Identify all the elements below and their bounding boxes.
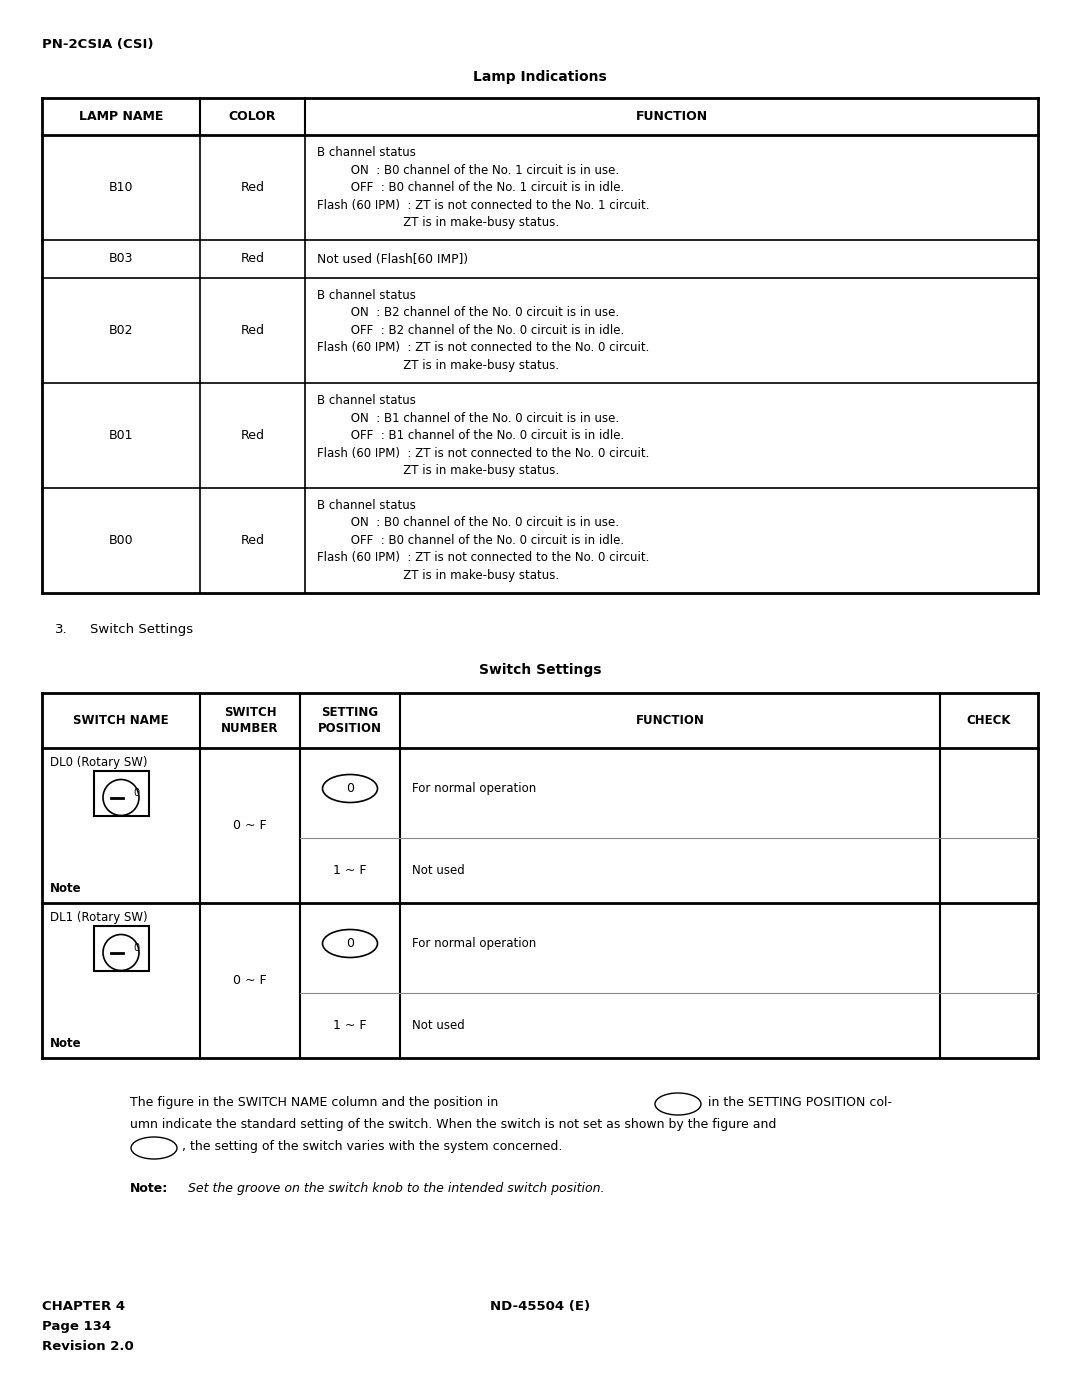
Text: DL0 (Rotary SW): DL0 (Rotary SW) bbox=[50, 756, 148, 768]
Text: The figure in the SWITCH NAME column and the position in: The figure in the SWITCH NAME column and… bbox=[130, 1097, 498, 1109]
Text: B channel status: B channel status bbox=[318, 499, 416, 511]
Text: OFF  : B2 channel of the No. 0 circuit is in idle.: OFF : B2 channel of the No. 0 circuit is… bbox=[318, 324, 624, 337]
Text: DL1 (Rotary SW): DL1 (Rotary SW) bbox=[50, 911, 148, 923]
Text: Lamp Indications: Lamp Indications bbox=[473, 70, 607, 84]
Text: Switch Settings: Switch Settings bbox=[90, 623, 193, 636]
Text: Not used: Not used bbox=[411, 863, 464, 877]
Text: B channel status: B channel status bbox=[318, 394, 416, 407]
Text: ON  : B1 channel of the No. 0 circuit is in use.: ON : B1 channel of the No. 0 circuit is … bbox=[318, 412, 619, 425]
Text: For normal operation: For normal operation bbox=[411, 937, 537, 950]
Text: Flash (60 IPM)  : ZT is not connected to the No. 0 circuit.: Flash (60 IPM) : ZT is not connected to … bbox=[318, 552, 649, 564]
Text: ON  : B2 channel of the No. 0 circuit is in use.: ON : B2 channel of the No. 0 circuit is … bbox=[318, 306, 619, 320]
Text: LAMP NAME: LAMP NAME bbox=[79, 110, 163, 123]
Text: , the setting of the switch varies with the system concerned.: , the setting of the switch varies with … bbox=[183, 1140, 563, 1153]
Text: For normal operation: For normal operation bbox=[411, 782, 537, 795]
Text: ON  : B0 channel of the No. 0 circuit is in use.: ON : B0 channel of the No. 0 circuit is … bbox=[318, 517, 619, 529]
Text: Note: Note bbox=[50, 1037, 82, 1051]
Text: Not used: Not used bbox=[411, 1018, 464, 1032]
Text: OFF  : B0 channel of the No. 0 circuit is in idle.: OFF : B0 channel of the No. 0 circuit is… bbox=[318, 534, 624, 548]
Text: 0 ~ F: 0 ~ F bbox=[233, 819, 267, 833]
Text: ZT is in make-busy status.: ZT is in make-busy status. bbox=[318, 464, 559, 476]
Text: Red: Red bbox=[241, 429, 265, 441]
Text: CHAPTER 4: CHAPTER 4 bbox=[42, 1301, 125, 1313]
Text: OFF  : B1 channel of the No. 0 circuit is in idle.: OFF : B1 channel of the No. 0 circuit is… bbox=[318, 429, 624, 441]
Text: FUNCTION: FUNCTION bbox=[635, 110, 707, 123]
Text: Red: Red bbox=[241, 324, 265, 337]
Text: 0: 0 bbox=[346, 937, 354, 950]
Text: Note:: Note: bbox=[130, 1182, 168, 1194]
Text: Switch Settings: Switch Settings bbox=[478, 664, 602, 678]
Text: Red: Red bbox=[241, 534, 265, 548]
Text: 0: 0 bbox=[346, 782, 354, 795]
Text: in the SETTING POSITION col-: in the SETTING POSITION col- bbox=[708, 1097, 892, 1109]
Text: Flash (60 IPM)  : ZT is not connected to the No. 0 circuit.: Flash (60 IPM) : ZT is not connected to … bbox=[318, 447, 649, 460]
Text: 3.: 3. bbox=[55, 623, 68, 636]
Text: COLOR: COLOR bbox=[229, 110, 276, 123]
Text: Note: Note bbox=[50, 882, 82, 895]
Text: B03: B03 bbox=[109, 253, 133, 265]
Text: Revision 2.0: Revision 2.0 bbox=[42, 1340, 134, 1354]
Text: Flash (60 IPM)  : ZT is not connected to the No. 1 circuit.: Flash (60 IPM) : ZT is not connected to … bbox=[318, 198, 649, 211]
Text: B00: B00 bbox=[109, 534, 133, 548]
Text: B channel status: B channel status bbox=[318, 289, 416, 302]
Text: OFF  : B0 channel of the No. 1 circuit is in idle.: OFF : B0 channel of the No. 1 circuit is… bbox=[318, 182, 624, 194]
Text: 1 ~ F: 1 ~ F bbox=[334, 863, 367, 877]
Text: FUNCTION: FUNCTION bbox=[635, 714, 704, 726]
Text: Not used (Flash[60 IMP]): Not used (Flash[60 IMP]) bbox=[318, 253, 468, 265]
Text: B02: B02 bbox=[109, 324, 133, 337]
Text: 1 ~ F: 1 ~ F bbox=[334, 1018, 367, 1032]
Text: SWITCH
NUMBER: SWITCH NUMBER bbox=[221, 705, 279, 735]
Text: B10: B10 bbox=[109, 182, 133, 194]
Text: 0 ~ F: 0 ~ F bbox=[233, 974, 267, 988]
Text: ON  : B0 channel of the No. 1 circuit is in use.: ON : B0 channel of the No. 1 circuit is … bbox=[318, 163, 619, 176]
Text: B channel status: B channel status bbox=[318, 147, 416, 159]
Text: CHECK: CHECK bbox=[967, 714, 1011, 726]
Text: Red: Red bbox=[241, 182, 265, 194]
Text: PN-2CSIA (CSI): PN-2CSIA (CSI) bbox=[42, 38, 153, 52]
Text: SWITCH NAME: SWITCH NAME bbox=[73, 714, 168, 726]
Bar bbox=[94, 771, 149, 816]
Text: ZT is in make-busy status.: ZT is in make-busy status. bbox=[318, 569, 559, 583]
Text: SETTING
POSITION: SETTING POSITION bbox=[318, 705, 382, 735]
Text: ND-45504 (E): ND-45504 (E) bbox=[490, 1301, 590, 1313]
Text: ZT is in make-busy status.: ZT is in make-busy status. bbox=[318, 359, 559, 372]
Text: Flash (60 IPM)  : ZT is not connected to the No. 0 circuit.: Flash (60 IPM) : ZT is not connected to … bbox=[318, 341, 649, 355]
Text: Red: Red bbox=[241, 253, 265, 265]
Text: 0: 0 bbox=[133, 943, 139, 953]
Text: B01: B01 bbox=[109, 429, 133, 441]
Bar bbox=[94, 925, 149, 971]
Text: ZT is in make-busy status.: ZT is in make-busy status. bbox=[318, 217, 559, 229]
Text: Set the groove on the switch knob to the intended switch position.: Set the groove on the switch knob to the… bbox=[188, 1182, 605, 1194]
Text: Page 134: Page 134 bbox=[42, 1320, 111, 1333]
Text: umn indicate the standard setting of the switch. When the switch is not set as s: umn indicate the standard setting of the… bbox=[130, 1118, 777, 1132]
Text: 0: 0 bbox=[133, 788, 139, 798]
